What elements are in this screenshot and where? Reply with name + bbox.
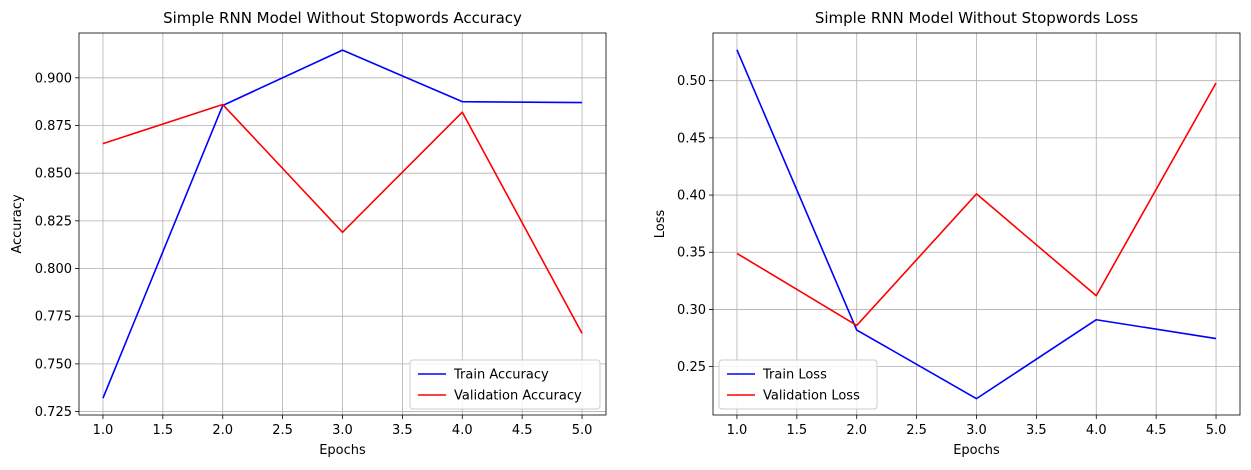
y-tick-label: 0.800 xyxy=(35,262,72,277)
series-line-train-accuracy xyxy=(102,49,583,399)
series-line-validation-loss xyxy=(736,82,1217,327)
x-tick-label: 2.0 xyxy=(212,423,233,438)
y-tick-label: 0.750 xyxy=(35,357,72,372)
y-tick-label: 0.725 xyxy=(35,405,72,420)
x-tick-label: 2.5 xyxy=(272,423,293,438)
y-tick-label: 0.775 xyxy=(35,310,72,325)
y-tick-label: 0.25 xyxy=(677,360,706,375)
legend-label: Train Loss xyxy=(762,368,827,383)
y-tick-label: 0.900 xyxy=(35,71,72,86)
chart-title: Simple RNN Model Without Stopwords Accur… xyxy=(163,9,522,27)
x-axis-label: Epochs xyxy=(319,443,366,458)
x-tick-label: 5.0 xyxy=(1206,423,1227,438)
loss-chart: 1.0 1.5 2.0 2.5 3.0 3.5 4.0 4.5 5.0 0.25 0.30 0.35 0… xyxy=(653,9,1241,458)
y-axis-label: Accuracy xyxy=(10,194,25,254)
legend-label: Validation Accuracy xyxy=(454,389,582,404)
y-tick-label: 0.50 xyxy=(677,74,706,89)
x-tick-label: 1.5 xyxy=(152,423,173,438)
legend-label: Validation Loss xyxy=(763,389,860,404)
y-tick-label: 0.825 xyxy=(35,214,72,229)
x-tick-label: 2.0 xyxy=(846,423,867,438)
x-tick-label: 4.0 xyxy=(1086,423,1107,438)
y-tick-label: 0.40 xyxy=(677,189,706,204)
y-tick-label: 0.850 xyxy=(35,167,72,182)
legend-label: Train Accuracy xyxy=(453,368,549,383)
x-tick-label: 1.5 xyxy=(786,423,807,438)
x-tick-label: 4.5 xyxy=(1146,423,1167,438)
x-tick-label: 1.0 xyxy=(727,423,748,438)
legend-box xyxy=(409,359,601,410)
series-line-validation-accuracy xyxy=(102,103,583,334)
chart-title: Simple RNN Model Without Stopwords Loss xyxy=(815,9,1138,27)
x-axis-label: Epochs xyxy=(953,443,1000,458)
x-tick-label: 2.5 xyxy=(906,423,927,438)
series-line-train-loss xyxy=(736,49,1217,400)
y-tick-label: 0.35 xyxy=(677,246,706,261)
x-tick-label: 3.5 xyxy=(392,423,413,438)
x-tick-label: 3.0 xyxy=(332,423,353,438)
y-axis-label: Loss xyxy=(653,210,668,239)
x-tick-label: 3.5 xyxy=(1026,423,1047,438)
x-tick-label: 1.0 xyxy=(93,423,114,438)
x-tick-label: 4.0 xyxy=(452,423,473,438)
x-tick-label: 3.0 xyxy=(966,423,987,438)
legend: Train Accuracy Validation Accuracy xyxy=(409,359,601,410)
accuracy-chart: 1.0 1.5 2.0 2.5 3.0 3.5 4.0 4.5 5.0 0.725 0.750 0.7… xyxy=(10,9,607,458)
x-tick-label: 4.5 xyxy=(512,423,533,438)
legend-box xyxy=(718,359,878,410)
y-tick-label: 0.45 xyxy=(677,131,706,146)
x-tick-label: 5.0 xyxy=(572,423,593,438)
y-tick-label: 0.875 xyxy=(35,119,72,134)
legend: Train Loss Validation Loss xyxy=(718,359,878,410)
y-tick-label: 0.30 xyxy=(677,303,706,318)
